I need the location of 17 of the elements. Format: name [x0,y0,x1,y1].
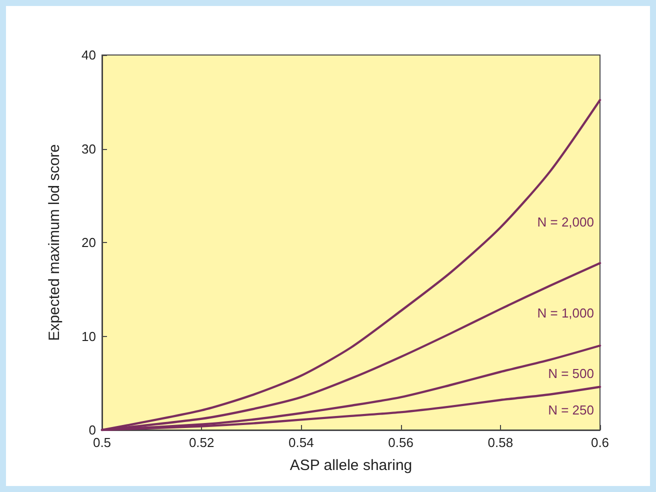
series-label: N = 2,000 [537,214,594,230]
y-axis-title: Expected maximum lod score [46,144,63,341]
x-tick-label: 0.5 [92,435,112,450]
x-axis-title: ASP allele sharing [290,457,412,474]
x-tick-label: 0.56 [388,435,414,450]
y-tick-label: 30 [82,141,96,156]
y-tick-label: 40 [82,48,96,62]
series-label: N = 1,000 [537,306,594,321]
x-tick-label: 0.58 [488,435,514,450]
y-tick-label: 20 [82,235,96,250]
series-label: N = 500 [548,366,594,382]
x-tick-label: 0.54 [288,435,314,450]
y-tick-label: 10 [82,328,96,344]
x-tick-label: 0.52 [188,435,214,450]
x-tick-label: 0.6 [590,435,610,450]
series-label: N = 250 [548,402,594,418]
y-tick-label: 0 [88,422,96,438]
